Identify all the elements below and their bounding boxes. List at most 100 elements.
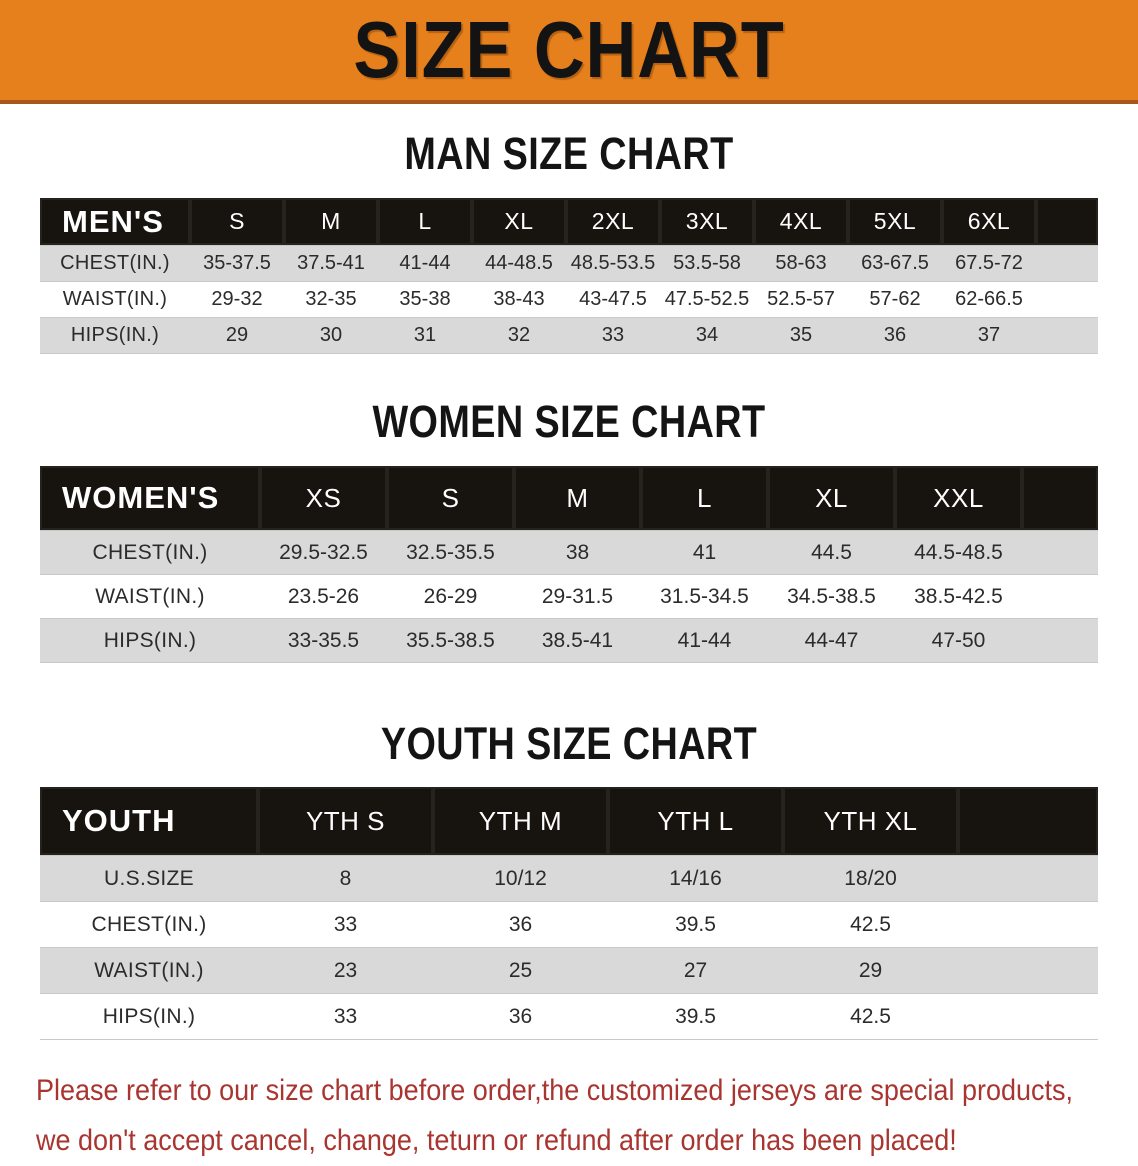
row-label: HIPS(IN.) [40, 618, 260, 663]
men-col-header: 5XL [848, 198, 942, 246]
value-cell: 29 [783, 947, 958, 994]
value-cell: 33 [566, 317, 660, 354]
value-cell: 31 [378, 317, 472, 354]
value-cell: 48.5-53.5 [566, 245, 660, 282]
value-cell: 44-48.5 [472, 245, 566, 282]
youth-col-header: YTH S [258, 787, 433, 856]
row-label: WAIST(IN.) [40, 574, 260, 619]
row-spacer [1036, 245, 1098, 282]
youth-col-header: YTH L [608, 787, 783, 856]
value-cell: 35.5-38.5 [387, 618, 514, 663]
value-cell: 32.5-35.5 [387, 530, 514, 575]
value-cell: 52.5-57 [754, 281, 848, 318]
row-spacer [1022, 618, 1098, 663]
value-cell: 63-67.5 [848, 245, 942, 282]
value-cell: 29-32 [190, 281, 284, 318]
men-col-header: M [284, 198, 378, 246]
value-cell: 34 [660, 317, 754, 354]
banner: SIZE CHART [0, 0, 1138, 104]
value-cell: 26-29 [387, 574, 514, 619]
header-spacer [958, 787, 1098, 856]
youth-corner-label: YOUTH [40, 787, 258, 856]
value-cell: 42.5 [783, 993, 958, 1040]
order-notice: Please refer to our size chart before or… [36, 1066, 1138, 1166]
value-cell: 37.5-41 [284, 245, 378, 282]
youth-section-title: YOUTH SIZE CHART [0, 718, 1138, 770]
row-spacer [958, 947, 1098, 994]
value-cell: 62-66.5 [942, 281, 1036, 318]
value-cell: 23.5-26 [260, 574, 387, 619]
value-cell: 36 [433, 901, 608, 948]
youth-col-header: YTH XL [783, 787, 958, 856]
value-cell: 38.5-42.5 [895, 574, 1022, 619]
men-section-title-text: MAN SIZE CHART [404, 128, 734, 179]
row-label: CHEST(IN.) [40, 245, 190, 282]
value-cell: 18/20 [783, 855, 958, 902]
men-col-header: 6XL [942, 198, 1036, 246]
women-header-row: WOMEN'S XS S M L XL XXL [40, 466, 1098, 531]
value-cell: 44-47 [768, 618, 895, 663]
value-cell: 67.5-72 [942, 245, 1036, 282]
value-cell: 29 [190, 317, 284, 354]
value-cell: 47-50 [895, 618, 1022, 663]
value-cell: 39.5 [608, 993, 783, 1040]
men-col-header: 2XL [566, 198, 660, 246]
men-waist-row: WAIST(IN.) 29-32 32-35 35-38 38-43 43-47… [40, 281, 1098, 318]
value-cell: 38 [514, 530, 641, 575]
women-col-header: XXL [895, 466, 1022, 531]
value-cell: 43-47.5 [566, 281, 660, 318]
women-waist-row: WAIST(IN.) 23.5-26 26-29 29-31.5 31.5-34… [40, 574, 1098, 619]
youth-section-title-text: YOUTH SIZE CHART [380, 718, 758, 769]
value-cell: 31.5-34.5 [641, 574, 768, 619]
value-cell: 37 [942, 317, 1036, 354]
row-spacer [958, 993, 1098, 1040]
youth-header-row: YOUTH YTH S YTH M YTH L YTH XL [40, 787, 1098, 856]
row-label: CHEST(IN.) [40, 901, 258, 948]
value-cell: 41-44 [641, 618, 768, 663]
value-cell: 34.5-38.5 [768, 574, 895, 619]
row-label: HIPS(IN.) [40, 993, 258, 1040]
youth-hips-row: HIPS(IN.) 33 36 39.5 42.5 [40, 993, 1098, 1040]
men-corner-label: MEN'S [40, 198, 190, 246]
men-col-header: L [378, 198, 472, 246]
value-cell: 32 [472, 317, 566, 354]
women-size-table: WOMEN'S XS S M L XL XXL CHEST(IN.) 29.5-… [40, 466, 1098, 663]
row-spacer [1036, 281, 1098, 318]
men-hips-row: HIPS(IN.) 29 30 31 32 33 34 35 36 37 [40, 317, 1098, 354]
value-cell: 38.5-41 [514, 618, 641, 663]
men-col-header: S [190, 198, 284, 246]
youth-waist-row: WAIST(IN.) 23 25 27 29 [40, 947, 1098, 994]
value-cell: 23 [258, 947, 433, 994]
row-label: HIPS(IN.) [40, 317, 190, 354]
value-cell: 47.5-52.5 [660, 281, 754, 318]
value-cell: 58-63 [754, 245, 848, 282]
row-spacer [958, 901, 1098, 948]
men-chest-row: CHEST(IN.) 35-37.5 37.5-41 41-44 44-48.5… [40, 245, 1098, 282]
value-cell: 39.5 [608, 901, 783, 948]
youth-ussize-row: U.S.SIZE 8 10/12 14/16 18/20 [40, 855, 1098, 902]
value-cell: 14/16 [608, 855, 783, 902]
women-hips-row: HIPS(IN.) 33-35.5 35.5-38.5 38.5-41 41-4… [40, 618, 1098, 663]
row-label: WAIST(IN.) [40, 947, 258, 994]
value-cell: 29-31.5 [514, 574, 641, 619]
value-cell: 41 [641, 530, 768, 575]
value-cell: 36 [433, 993, 608, 1040]
value-cell: 10/12 [433, 855, 608, 902]
men-col-header: 4XL [754, 198, 848, 246]
women-col-header: XS [260, 466, 387, 531]
value-cell: 35-38 [378, 281, 472, 318]
row-spacer [1022, 574, 1098, 619]
row-label: CHEST(IN.) [40, 530, 260, 575]
value-cell: 35 [754, 317, 848, 354]
row-label: WAIST(IN.) [40, 281, 190, 318]
women-chest-row: CHEST(IN.) 29.5-32.5 32.5-35.5 38 41 44.… [40, 530, 1098, 575]
men-col-header: 3XL [660, 198, 754, 246]
women-section-title-text: WOMEN SIZE CHART [372, 396, 766, 447]
value-cell: 29.5-32.5 [260, 530, 387, 575]
men-section-title: MAN SIZE CHART [0, 128, 1138, 180]
men-col-header: XL [472, 198, 566, 246]
value-cell: 44.5 [768, 530, 895, 575]
order-notice-line-2: we don't accept cancel, change, teturn o… [36, 1124, 957, 1157]
value-cell: 30 [284, 317, 378, 354]
header-spacer [1022, 466, 1098, 531]
